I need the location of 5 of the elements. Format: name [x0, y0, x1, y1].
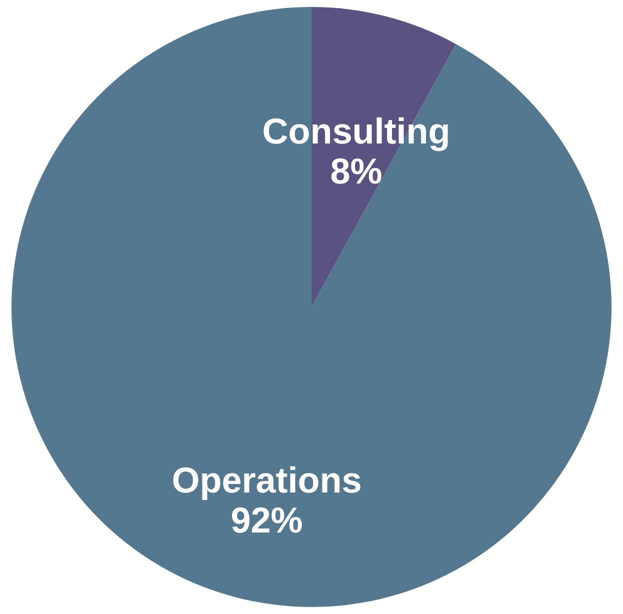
data-label: 8% — [330, 150, 382, 192]
pie-slice — [12, 7, 612, 606]
data-label: 92% — [230, 499, 303, 540]
slice-label: Consulting — [262, 110, 450, 152]
slice-label: Operations — [172, 459, 362, 500]
